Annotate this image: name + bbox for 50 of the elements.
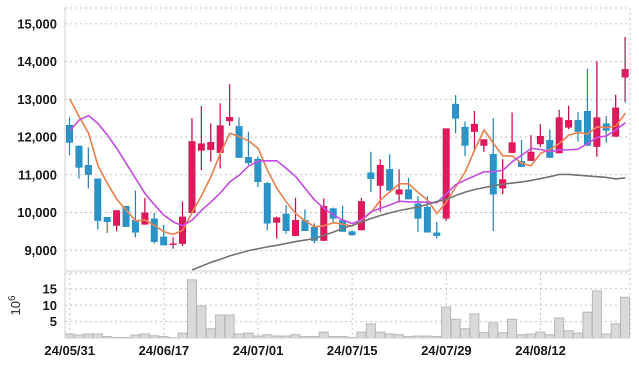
candlestick (226, 84, 234, 126)
candlestick (376, 158, 384, 212)
candlestick (160, 224, 168, 246)
candlestick (565, 105, 572, 130)
x-tick-label: 24/07/15 (326, 343, 378, 358)
y-tick-label: 13,000 (17, 92, 57, 107)
candlestick (84, 146, 92, 190)
y-tick-label: 14,000 (17, 54, 57, 70)
candlestick (170, 236, 177, 250)
candlestick (132, 190, 139, 238)
candlestick (113, 210, 120, 232)
candlestick (470, 110, 478, 151)
candlestick (396, 168, 403, 204)
candlestick (480, 138, 488, 152)
candlestick (622, 36, 629, 103)
y-tick-label: 15,000 (17, 16, 57, 32)
candlestick (66, 116, 73, 156)
y-tick-label: 11,000 (18, 167, 57, 182)
x-tick-label: 24/07/01 (232, 343, 284, 358)
candlestick (367, 151, 374, 192)
candlestick (462, 120, 468, 157)
y-tick-label: 15 (42, 281, 57, 296)
y-tick-label: 10,000 (17, 205, 57, 220)
x-tick-label: 24/07/29 (421, 343, 472, 358)
candlestick (198, 105, 205, 171)
y-tick-label: 12,000 (17, 130, 57, 145)
candlestick (282, 204, 290, 234)
y-tick-label: 10 (42, 298, 57, 313)
candlestick (273, 216, 280, 240)
candlestick (207, 122, 214, 162)
candlestick (150, 212, 158, 244)
candlestick (527, 134, 534, 162)
candlestick (574, 111, 582, 142)
candlestick (75, 145, 82, 180)
candlestick (292, 197, 299, 237)
x-tick-label: 24/05/31 (44, 343, 96, 358)
y-tick-label: 5 (50, 314, 57, 330)
candlestick (433, 221, 440, 240)
x-tick-label: 24/08/12 (515, 343, 566, 358)
candlestick (254, 156, 262, 188)
candlestick (536, 124, 544, 148)
candlestick (508, 112, 516, 154)
candlestick (405, 177, 412, 200)
x-tick-label: 24/06/17 (138, 343, 190, 358)
line-series (191, 174, 626, 271)
candlestick (452, 94, 460, 134)
candlestick (386, 154, 394, 192)
y-tick-label: 9,000 (24, 242, 57, 258)
candlestick (244, 131, 252, 166)
candlestick (104, 216, 111, 234)
